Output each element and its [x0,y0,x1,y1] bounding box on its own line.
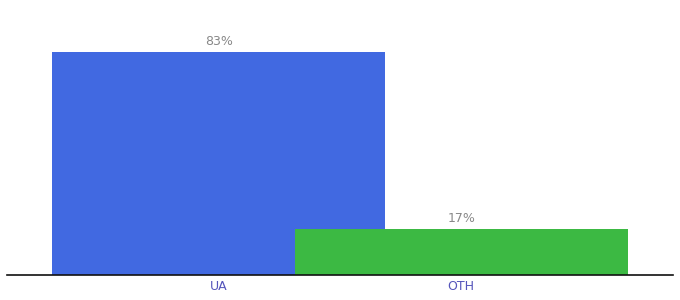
Text: 83%: 83% [205,35,233,48]
Bar [294,229,628,274]
Bar [52,52,386,274]
Text: 17%: 17% [447,212,475,225]
